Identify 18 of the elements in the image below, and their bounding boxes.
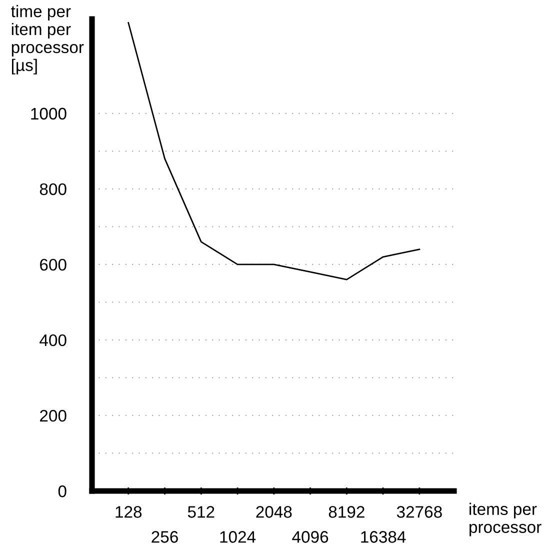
y-tick-label: 200 — [40, 410, 66, 422]
x-tick-label: 1024 — [220, 531, 256, 543]
line-series — [128, 22, 420, 280]
y-tick-label: 400 — [40, 334, 66, 346]
x-tick-label: 256 — [152, 531, 178, 543]
x-tick-label: 4096 — [292, 531, 328, 543]
x-axis-title: items per processor — [470, 502, 542, 536]
x-tick-label: 32768 — [396, 506, 442, 518]
x-tick-label: 16384 — [361, 531, 406, 543]
y-tick-label: 800 — [40, 183, 66, 196]
x-tick-label: 128 — [116, 506, 142, 518]
y-axis-title: time per item per processor [µs] — [11, 5, 84, 74]
y-tick-label: 600 — [40, 258, 66, 271]
x-tick-label: 8192 — [328, 506, 364, 518]
x-tick-label: 2048 — [256, 506, 292, 518]
x-tick-label: 512 — [188, 506, 214, 518]
y-tick-label: 0 — [58, 485, 66, 498]
y-tick-label: 1000 — [31, 108, 66, 120]
